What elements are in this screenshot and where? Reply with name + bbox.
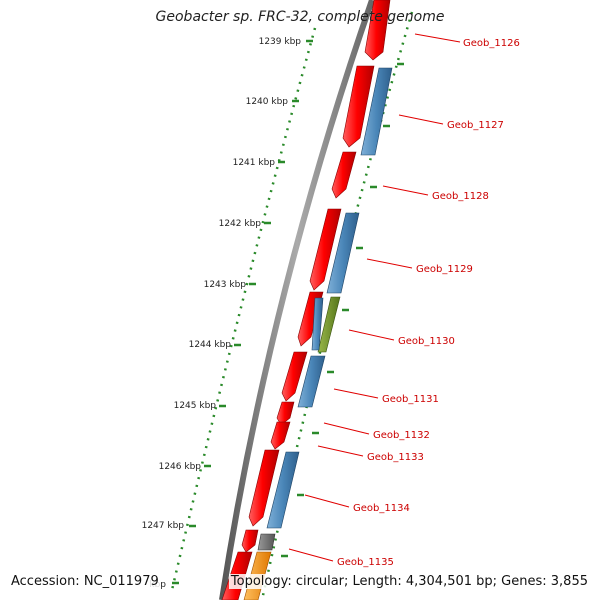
map-title: Geobacter sp. FRC-32, complete genome <box>155 9 445 25</box>
gene-label[interactable]: Geob_1129 <box>416 264 473 275</box>
gene-feature-reverse[interactable] <box>360 67 393 156</box>
gene-label[interactable]: Geob_1134 <box>353 503 410 514</box>
gene-feature-other[interactable] <box>257 533 276 551</box>
gene-feature-rna[interactable] <box>317 296 341 353</box>
reverse-strand-features <box>243 67 393 600</box>
gene-label[interactable]: Geob_1132 <box>373 430 430 441</box>
gene-label[interactable]: Geob_1126 <box>463 38 520 49</box>
ruler-label: 1243 kbp <box>204 280 247 290</box>
gene-label[interactable]: Geob_1127 <box>447 120 504 131</box>
ruler-label: 1245 kbp <box>174 401 217 411</box>
gene-label[interactable]: Geob_1133 <box>367 452 424 463</box>
ruler-label: 1246 kbp <box>159 462 202 472</box>
gene-feature-forward[interactable] <box>276 401 295 426</box>
ruler-label: 1240 kbp <box>246 97 289 107</box>
gene-feature-reverse[interactable] <box>297 355 326 408</box>
genome-summary-text: Topology: circular; Length: 4,304,501 bp… <box>228 574 590 589</box>
gene-feature-forward[interactable] <box>342 65 375 148</box>
ruler-label: 1241 kbp <box>233 158 276 168</box>
forward-strand-features <box>221 0 391 600</box>
genome-backbone <box>219 0 375 600</box>
gene-label[interactable]: Geob_1131 <box>382 394 439 405</box>
ruler-label: 1239 kbp <box>259 37 302 47</box>
gene-feature-forward[interactable] <box>270 421 291 450</box>
gene-feature-reverse[interactable] <box>266 451 300 529</box>
gene-label[interactable]: Geob_1128 <box>432 191 489 202</box>
gene-feature-forward[interactable] <box>281 351 308 402</box>
accession-text: Accession: NC_011979 <box>9 574 161 589</box>
ruler-arc <box>170 27 317 591</box>
ruler-ticks <box>172 39 313 585</box>
gene-feature-forward[interactable] <box>331 151 357 199</box>
gene-label[interactable]: Geob_1130 <box>398 336 455 347</box>
gene-feature-forward[interactable] <box>248 449 280 527</box>
gene-feature-reverse[interactable] <box>311 297 324 351</box>
ruler-label: 1247 kbp <box>142 521 185 531</box>
gene-feature-forward[interactable] <box>309 208 342 291</box>
ruler-label: 1242 kbp <box>219 219 262 229</box>
label-leaders <box>288 33 461 562</box>
gene-feature-reverse[interactable] <box>326 212 360 294</box>
gene-label[interactable]: Geob_1135 <box>337 557 394 568</box>
gene-feature-forward[interactable] <box>241 529 259 553</box>
inner-track-ticks <box>281 62 404 558</box>
gene-feature-forward[interactable] <box>364 0 391 61</box>
ruler-label: 1244 kbp <box>189 340 232 350</box>
